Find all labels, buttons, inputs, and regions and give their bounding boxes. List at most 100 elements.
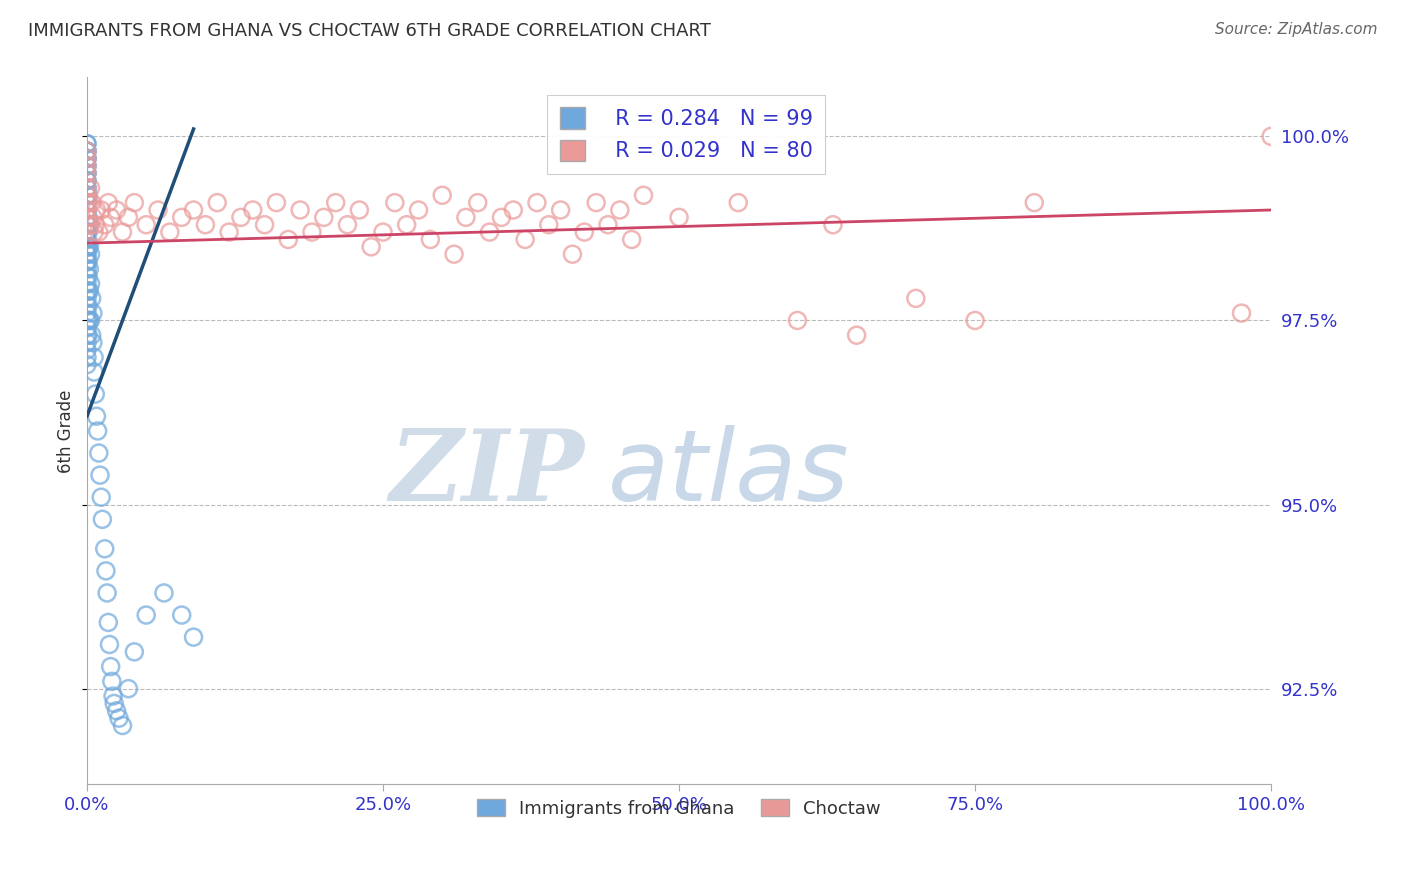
- Point: [218, 225, 240, 239]
- Point: [76, 181, 98, 195]
- Point: [183, 630, 205, 644]
- Point: [76, 144, 98, 158]
- Point: [76, 343, 98, 357]
- Point: [76, 211, 98, 225]
- Point: [965, 313, 987, 327]
- Point: [86, 424, 108, 438]
- Point: [76, 277, 98, 291]
- Point: [76, 188, 98, 202]
- Point: [77, 211, 100, 225]
- Point: [76, 188, 98, 202]
- Point: [76, 144, 98, 158]
- Point: [76, 328, 98, 343]
- Point: [91, 512, 114, 526]
- Point: [550, 202, 572, 217]
- Point: [76, 225, 98, 239]
- Point: [419, 232, 441, 246]
- Point: [76, 202, 98, 217]
- Point: [384, 195, 406, 210]
- Point: [100, 659, 122, 673]
- Point: [467, 195, 489, 210]
- Point: [105, 202, 128, 217]
- Point: [537, 218, 560, 232]
- Point: [1230, 306, 1253, 320]
- Point: [76, 284, 98, 298]
- Point: [76, 358, 98, 372]
- Point: [76, 254, 98, 268]
- Point: [229, 211, 252, 225]
- Point: [79, 313, 101, 327]
- Point: [76, 159, 98, 173]
- Point: [253, 218, 276, 232]
- Point: [117, 681, 139, 696]
- Point: [727, 195, 749, 210]
- Point: [668, 211, 690, 225]
- Point: [77, 313, 100, 327]
- Point: [312, 211, 335, 225]
- Point: [90, 490, 112, 504]
- Point: [77, 240, 100, 254]
- Point: [561, 247, 583, 261]
- Point: [79, 313, 101, 327]
- Point: [76, 292, 98, 306]
- Point: [1260, 129, 1282, 144]
- Point: [105, 704, 128, 718]
- Point: [83, 225, 105, 239]
- Point: [97, 195, 120, 210]
- Point: [502, 202, 524, 217]
- Point: [76, 335, 98, 350]
- Point: [76, 152, 98, 166]
- Point: [135, 218, 157, 232]
- Point: [108, 711, 131, 725]
- Point: [146, 202, 169, 217]
- Point: [76, 195, 98, 210]
- Point: [82, 211, 104, 225]
- Point: [76, 269, 98, 284]
- Point: [79, 195, 101, 210]
- Point: [77, 188, 100, 202]
- Point: [325, 195, 347, 210]
- Text: Source: ZipAtlas.com: Source: ZipAtlas.com: [1215, 22, 1378, 37]
- Point: [87, 225, 110, 239]
- Point: [76, 195, 98, 210]
- Point: [76, 261, 98, 276]
- Point: [77, 328, 100, 343]
- Point: [111, 718, 134, 732]
- Point: [76, 232, 98, 246]
- Point: [904, 292, 927, 306]
- Point: [84, 218, 107, 232]
- Point: [124, 645, 146, 659]
- Point: [76, 195, 98, 210]
- Point: [596, 218, 619, 232]
- Point: [170, 608, 193, 623]
- Point: [526, 195, 548, 210]
- Point: [77, 299, 100, 313]
- Point: [76, 306, 98, 320]
- Point: [620, 232, 643, 246]
- Point: [336, 218, 359, 232]
- Point: [76, 152, 98, 166]
- Point: [513, 232, 536, 246]
- Point: [76, 188, 98, 202]
- Point: [170, 211, 193, 225]
- Point: [76, 211, 98, 225]
- Point: [82, 335, 104, 350]
- Point: [80, 328, 103, 343]
- Point: [86, 409, 108, 424]
- Point: [76, 166, 98, 180]
- Point: [1024, 195, 1046, 210]
- Point: [76, 232, 98, 246]
- Point: [76, 173, 98, 187]
- Point: [288, 202, 311, 217]
- Point: [76, 136, 98, 151]
- Point: [76, 166, 98, 180]
- Point: [76, 313, 98, 327]
- Point: [76, 321, 98, 335]
- Point: [633, 188, 655, 202]
- Point: [443, 247, 465, 261]
- Point: [76, 181, 98, 195]
- Point: [79, 240, 101, 254]
- Point: [76, 144, 98, 158]
- Point: [574, 225, 596, 239]
- Point: [432, 188, 454, 202]
